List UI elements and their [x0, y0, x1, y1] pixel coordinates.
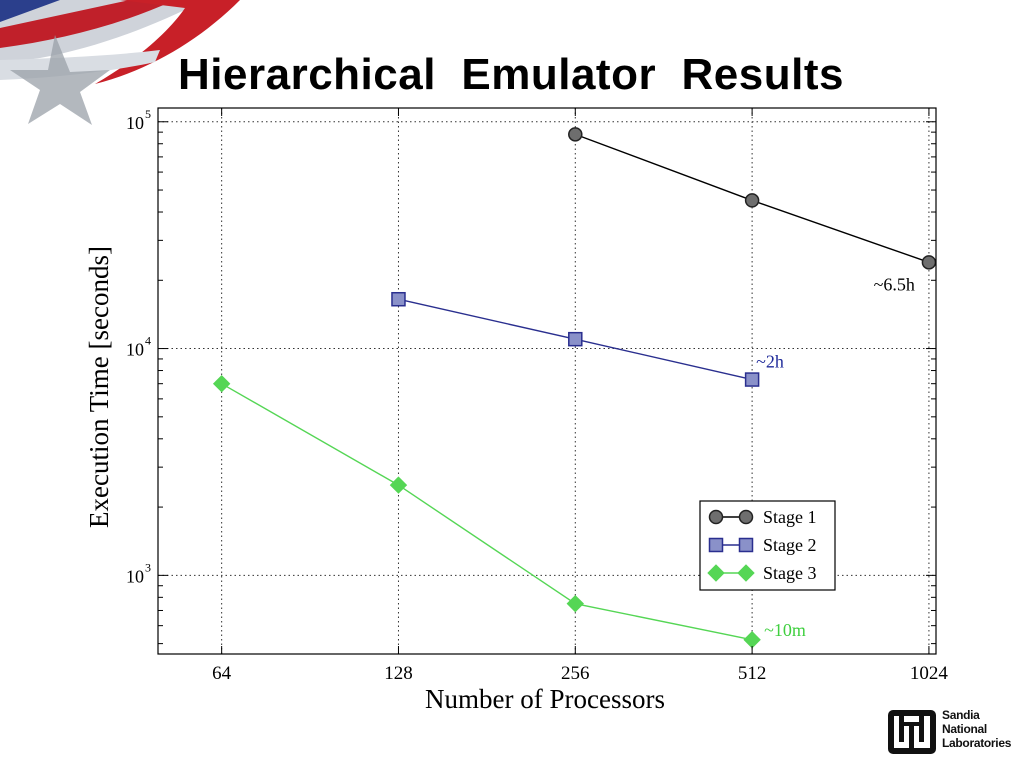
data-point-stage-2 — [568, 331, 583, 347]
y-tick-label: 10 4 — [126, 334, 151, 360]
sandia-logo-text: Sandia National Laboratories — [942, 708, 1022, 750]
legend-item: Stage 2 — [708, 535, 817, 555]
legend-marker — [708, 537, 724, 553]
slide-title: Hierarchical Emulator Results — [178, 50, 844, 99]
legend-item: Stage 1 — [708, 507, 817, 527]
legend-label: Stage 2 — [763, 535, 817, 555]
y-tick-label: 10 3 — [126, 560, 151, 586]
chart-annotations: ~6.5h ~2h ~10m — [756, 274, 915, 639]
annotation-stage-1: ~6.5h — [874, 274, 915, 294]
y-tick-label-exponent: 5 — [145, 107, 151, 121]
legend-marker — [738, 537, 754, 553]
y-tick-label-exponent: 4 — [145, 334, 151, 348]
data-point-stage-3 — [212, 374, 231, 393]
data-point-stage-1 — [921, 255, 937, 270]
legend-marker — [708, 509, 724, 525]
chart-plot-frame — [157, 107, 937, 655]
y-tick-label-base: 10 — [126, 340, 144, 360]
chart-markers — [212, 127, 937, 649]
legend-marker — [707, 564, 725, 582]
legend-label: Stage 1 — [763, 507, 817, 527]
legend-item: Stage 3 — [707, 563, 817, 583]
x-axis-label: Number of Processors — [425, 684, 665, 714]
y-tick-label-exponent: 3 — [145, 560, 151, 574]
y-tick-label-base: 10 — [126, 113, 144, 133]
data-point-stage-3 — [389, 476, 408, 494]
chart-ticks — [158, 108, 936, 654]
data-point-stage-1 — [744, 193, 760, 208]
logo-line-1: Sandia — [942, 708, 980, 722]
y-axis-label: Execution Time [seconds] — [84, 246, 114, 528]
x-tick-label: 1024 — [910, 663, 949, 684]
x-tick-label: 512 — [738, 663, 767, 684]
data-point-stage-2 — [744, 372, 760, 387]
x-tick-label: 256 — [561, 663, 590, 684]
logo-line-2: National — [942, 722, 987, 736]
flag-star-decoration — [0, 0, 240, 125]
legend-marker — [737, 564, 755, 582]
y-tick-label: 10 5 — [126, 107, 151, 133]
data-point-stage-3 — [743, 631, 761, 649]
legend-label: Stage 3 — [763, 563, 817, 583]
x-tick-label: 128 — [384, 663, 413, 684]
y-tick-label-base: 10 — [126, 566, 144, 586]
x-tick-label: 64 — [212, 663, 232, 684]
sandia-logo-icon — [888, 710, 936, 754]
logo-line-3: Laboratories — [942, 736, 1012, 750]
annotation-stage-2: ~2h — [756, 352, 784, 372]
data-point-stage-1 — [568, 127, 583, 142]
chart-legend: Stage 1 Stage 2 Stage 3 — [699, 500, 836, 591]
series-line-stage-3 — [221, 383, 753, 641]
legend-marker — [738, 509, 754, 525]
data-point-stage-3 — [566, 594, 584, 613]
annotation-stage-3: ~10m — [764, 620, 806, 640]
data-point-stage-2 — [391, 291, 406, 307]
